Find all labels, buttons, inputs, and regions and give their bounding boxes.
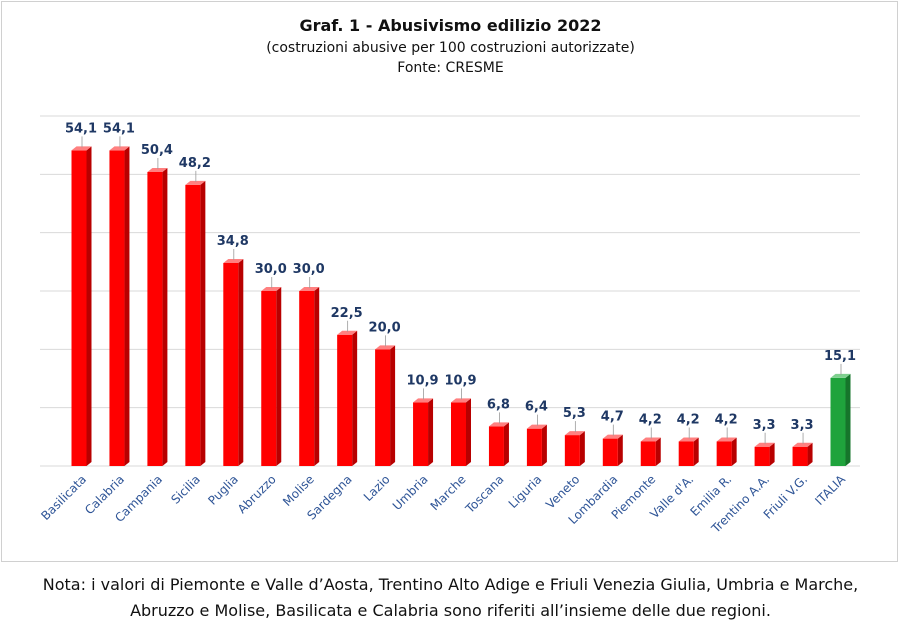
value-label: 20,0 xyxy=(369,320,401,335)
bar-emilia-r- xyxy=(716,437,737,466)
category-label: Umbria xyxy=(390,472,431,513)
value-label: 15,1 xyxy=(824,349,856,364)
category-label: Marche xyxy=(428,472,469,513)
bar-toscana xyxy=(488,422,509,466)
bar-trentino-a-a- xyxy=(754,442,775,466)
value-label: 5,3 xyxy=(563,406,586,421)
category-label: Abruzzo xyxy=(235,472,279,516)
value-label: 6,4 xyxy=(525,400,548,415)
bar-veneto xyxy=(564,431,585,466)
bar-calabria xyxy=(109,146,130,466)
category-label: Sicilia xyxy=(168,472,203,507)
value-label: 30,0 xyxy=(255,262,287,277)
footnote-line-2: Abruzzo e Molise, Basilicata e Calabria … xyxy=(130,601,771,620)
bar-lombardia xyxy=(602,434,623,466)
footnote: Nota: i valori di Piemonte e Valle d’Aos… xyxy=(0,572,901,624)
value-label: 4,2 xyxy=(715,413,738,428)
bar-abruzzo xyxy=(261,287,282,466)
bar-campania xyxy=(147,168,168,466)
footnote-line-1: Nota: i valori di Piemonte e Valle d’Aos… xyxy=(42,575,859,594)
chart-subtitle: (costruzioni abusive per 100 costruzioni… xyxy=(266,40,635,56)
value-label: 50,4 xyxy=(141,143,173,158)
value-label: 34,8 xyxy=(217,234,249,249)
bar-sicilia xyxy=(185,180,206,467)
category-label: Basilicata xyxy=(38,472,89,523)
value-label: 54,1 xyxy=(65,121,97,136)
value-label: 4,7 xyxy=(601,410,624,425)
value-label: 4,2 xyxy=(677,413,700,428)
bar-molise xyxy=(299,287,320,466)
category-label: Lazio xyxy=(361,472,393,504)
bar-umbria xyxy=(413,398,434,466)
category-label: Molise xyxy=(280,472,317,509)
bar-piemonte xyxy=(640,437,661,466)
category-label: ITALIA xyxy=(812,472,848,508)
chart-source: Fonte: CRESME xyxy=(397,60,504,76)
bars xyxy=(71,146,851,467)
bar-liguria xyxy=(526,424,547,466)
value-label: 48,2 xyxy=(179,156,211,171)
bar-chart: 54,1 54,1 50,4 48,2 34,8 30,0 30,0 22,5 20,0 10,9… xyxy=(38,115,860,537)
chart-title: Graf. 1 - Abusivismo edilizio 2022 xyxy=(299,16,602,35)
category-label: Liguria xyxy=(506,472,545,511)
bar-puglia xyxy=(223,259,244,466)
bar-marche xyxy=(451,398,471,466)
bar-basilicata xyxy=(71,146,92,466)
value-label: 6,8 xyxy=(487,397,510,412)
value-label: 22,5 xyxy=(331,306,363,321)
bar-lazio xyxy=(375,345,396,466)
value-label: 10,9 xyxy=(407,373,439,388)
value-label: 10,9 xyxy=(444,373,476,388)
category-label: Toscana xyxy=(462,472,506,516)
value-label: 3,3 xyxy=(791,418,814,433)
bar-sardegna xyxy=(337,330,358,466)
value-label: 54,1 xyxy=(103,121,135,136)
value-labels: 54,1 54,1 50,4 48,2 34,8 30,0 30,0 22,5 20,0 10,9… xyxy=(65,121,856,444)
category-label: Puglia xyxy=(205,472,241,508)
bar-italia xyxy=(830,373,851,466)
bar-friuli-v-g- xyxy=(792,442,813,466)
value-label: 3,3 xyxy=(753,418,776,433)
value-label: 4,2 xyxy=(639,413,662,428)
value-label: 30,0 xyxy=(293,262,325,277)
bar-valle-d-a- xyxy=(678,437,699,466)
